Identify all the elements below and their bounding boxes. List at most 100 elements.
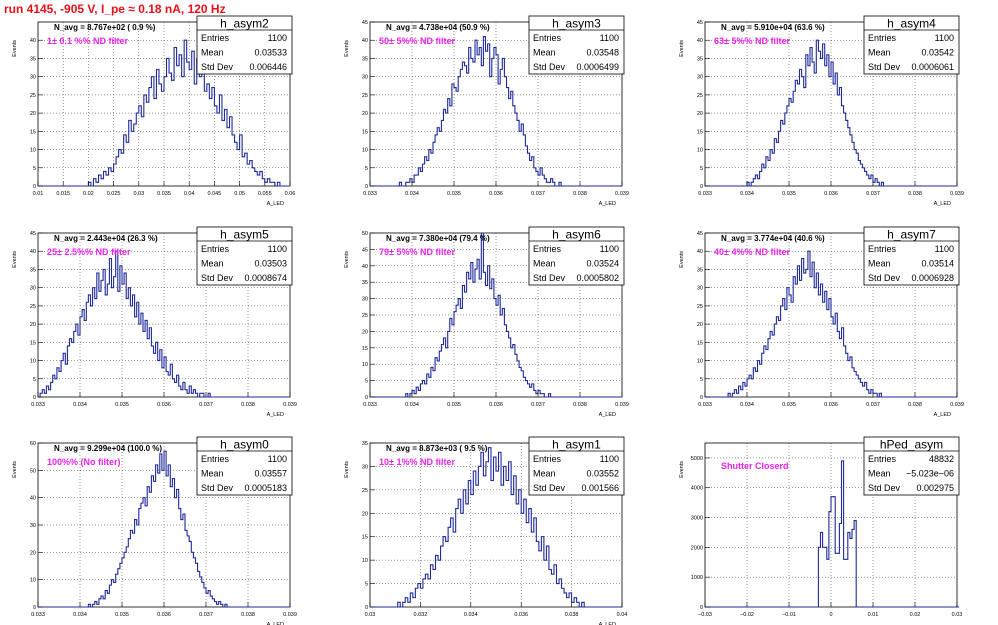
x-tick-label: 0.033 xyxy=(363,191,377,197)
y-tick-label: 10 xyxy=(30,578,36,584)
stats-box xyxy=(863,15,960,75)
y-tick-label: 45 xyxy=(30,231,36,237)
stats-key: Std Dev xyxy=(868,62,901,72)
x-axis-label: A_LED xyxy=(267,201,284,207)
y-tick-label: 50 xyxy=(362,231,368,237)
filter-annotation: 25± 2.5%% ND filter xyxy=(47,247,131,257)
stats-title: h_asym4 xyxy=(887,17,936,31)
stats-value: 1100 xyxy=(935,33,954,43)
y-tick-label: 10 xyxy=(697,359,703,365)
y-tick-label: 20 xyxy=(697,322,703,328)
y-tick-label: 10 xyxy=(362,362,368,368)
x-tick-label: 0.036 xyxy=(824,191,838,197)
filter-annotation: 79± 5%% ND filter xyxy=(379,247,455,257)
stats-key: Mean xyxy=(868,259,891,269)
histogram-panel-h_asym0: 0.033 0.034 0.035 0.036 0.037 0.038 0.039 0 10 20… xyxy=(12,436,297,625)
stats-key: Std Dev xyxy=(868,273,901,283)
x-axis-label: A_LED xyxy=(267,622,284,625)
x-tick-label: 0.036 xyxy=(514,612,528,618)
x-tick-label: 0.032 xyxy=(414,612,428,618)
stats-value: 0.03548 xyxy=(586,48,619,58)
x-axis-label: A_LED xyxy=(599,201,616,207)
x-tick-label: 0.038 xyxy=(573,191,587,197)
stats-value: −5.023e−06 xyxy=(906,469,954,479)
y-tick-label: 25 xyxy=(697,304,703,310)
stats-value: 1100 xyxy=(268,33,287,43)
histogram-panel-h_asym5: 0.033 0.034 0.035 0.036 0.037 0.038 0.039 0 5 10 1… xyxy=(12,226,297,418)
stats-box xyxy=(863,226,960,286)
stats-value: 0.03552 xyxy=(586,469,619,479)
y-tick-label: 45 xyxy=(697,231,703,237)
y-tick-label: 45 xyxy=(362,247,368,253)
x-tick-label: 0.034 xyxy=(740,191,754,197)
x-tick-label: 0.035 xyxy=(447,191,461,197)
y-tick-label: 20 xyxy=(362,511,368,517)
stats-title: h_asym6 xyxy=(552,228,601,242)
stats-value: 0.0006061 xyxy=(911,62,954,72)
y-tick-label: 40 xyxy=(30,496,36,502)
x-tick-label: 0.037 xyxy=(531,402,545,408)
x-tick-label: 0.02 xyxy=(83,191,94,197)
stats-value: 0.03542 xyxy=(921,48,954,58)
stats-key: Entries xyxy=(201,33,230,43)
x-tick-label: 0.039 xyxy=(615,402,629,408)
stats-key: Entries xyxy=(533,454,562,464)
y-axis-label: Events xyxy=(344,251,350,268)
x-axis-label: A_LED xyxy=(934,412,951,418)
y-tick-label: 25 xyxy=(30,93,36,99)
y-tick-label: 30 xyxy=(697,286,703,292)
y-tick-label: 2000 xyxy=(691,545,703,551)
x-tick-label: 0.033 xyxy=(698,191,712,197)
stats-key: Std Dev xyxy=(201,483,234,493)
x-tick-label: 0.035 xyxy=(115,402,129,408)
x-tick-label: 0.033 xyxy=(31,612,45,618)
y-tick-label: 40 xyxy=(697,249,703,255)
y-tick-label: 3000 xyxy=(691,516,703,522)
stats-value: 0.03533 xyxy=(254,48,287,58)
y-axis-label: Events xyxy=(679,461,685,478)
y-tick-label: 5 xyxy=(365,379,368,385)
y-tick-label: 40 xyxy=(362,38,368,44)
x-tick-label: 0.034 xyxy=(405,191,419,197)
stats-key: Std Dev xyxy=(533,483,566,493)
x-tick-label: 0.033 xyxy=(31,402,45,408)
stats-key: Mean xyxy=(533,259,556,269)
x-axis-label: A_LED xyxy=(599,622,616,625)
x-tick-label: 0.036 xyxy=(489,191,503,197)
x-tick-label: 0.036 xyxy=(824,402,838,408)
stats-key: Std Dev xyxy=(533,62,566,72)
stats-box xyxy=(528,436,625,496)
x-tick-label: 0.035 xyxy=(782,402,796,408)
x-tick-label: 0.038 xyxy=(908,191,922,197)
filter-annotation: Shutter Closerd xyxy=(721,461,789,471)
stats-value: 0.001566 xyxy=(581,483,619,493)
y-tick-label: 20 xyxy=(30,550,36,556)
navg-annotation: N_avg = 8.767e+02 ( 0.9 %) xyxy=(54,23,156,32)
histogram-line xyxy=(38,250,290,398)
y-tick-label: 35 xyxy=(30,267,36,273)
histogram-panel-h_asym1: 0.03 0.032 0.034 0.036 0.038 0.04 0 5 10 15 20 25 30… xyxy=(344,436,627,625)
y-tick-label: 35 xyxy=(362,441,368,447)
y-tick-label: 0 xyxy=(33,184,36,190)
histogram-panel-hPed_asym: −0.03 −0.02 −0.01 0 0.01 0.02 0.03 0 1000 2000 300… xyxy=(679,436,962,618)
y-axis-label: Events xyxy=(12,461,18,478)
stats-key: Entries xyxy=(533,33,562,43)
stats-title: h_asym5 xyxy=(220,228,269,242)
stats-value: 0.0006499 xyxy=(576,62,619,72)
x-tick-label: 0.037 xyxy=(199,612,213,618)
x-tick-label: 0.035 xyxy=(447,402,461,408)
y-tick-label: 45 xyxy=(362,20,368,26)
stats-box xyxy=(196,436,293,496)
x-tick-label: 0.036 xyxy=(157,402,171,408)
x-tick-label: 0.038 xyxy=(241,612,255,618)
y-tick-label: 0 xyxy=(700,605,703,611)
y-tick-label: 25 xyxy=(362,488,368,494)
x-tick-label: 0.038 xyxy=(241,402,255,408)
y-tick-label: 10 xyxy=(30,148,36,154)
stats-key: Mean xyxy=(868,469,891,479)
y-tick-label: 25 xyxy=(30,304,36,310)
x-tick-label: 0.055 xyxy=(258,191,272,197)
y-tick-label: 15 xyxy=(30,129,36,135)
filter-annotation: 1± 0.1 %% ND filter xyxy=(47,36,128,46)
x-tick-label: 0.034 xyxy=(405,402,419,408)
